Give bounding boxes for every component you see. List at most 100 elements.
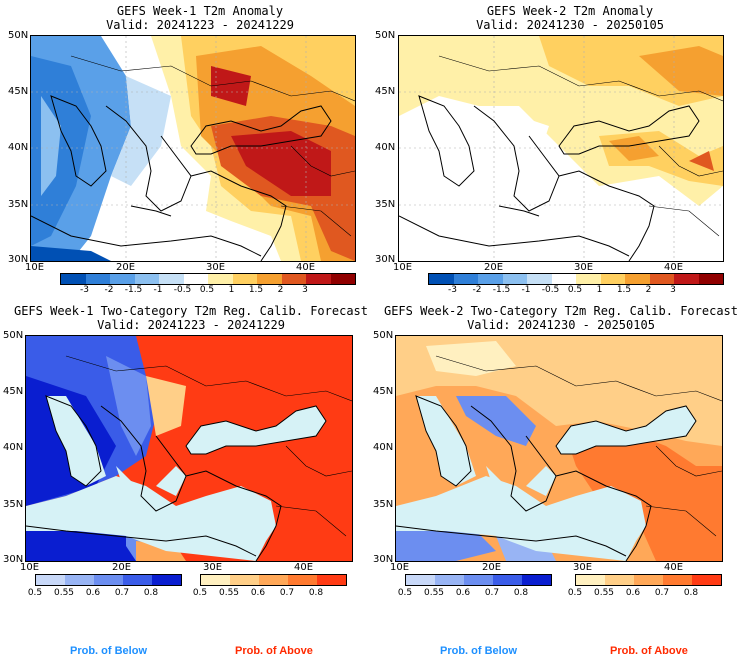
colorbar-swatch [527,274,552,284]
lon-label: 40E [664,262,684,273]
lat-label: 50N [3,330,24,341]
colorbar-tick-label: 1.5 [248,285,264,295]
lat-label: 45N [3,386,24,397]
colorbar-tick-label: 1 [596,285,603,295]
lon-label: 10E [20,562,40,573]
lon-label: 40E [294,562,314,573]
lat-label: 40N [375,142,396,153]
lat-label: 30N [373,554,394,565]
colorbar-swatch [634,575,663,585]
anomaly-colorbar [60,273,356,285]
colorbar-swatch [478,274,503,284]
colorbar-swatch [605,575,634,585]
lon-label: 20E [116,262,136,273]
colorbar-swatch [406,575,435,585]
colorbar-swatch [663,575,692,585]
panel-valid-date: Valid: 20241230 - 20250105 [476,18,664,32]
colorbar-swatch [649,274,674,284]
colorbar-swatch [435,575,464,585]
lat-label: 35N [375,199,396,210]
colorbar-tick-label: 1.5 [616,285,632,295]
panel-week2-anomaly: GEFS Week-2 T2m Anomaly Valid: 20241230 … [370,0,740,300]
lat-label: 35N [3,499,24,510]
colorbar-tick-label: 2 [645,285,652,295]
colorbar-tick-label: 0.6 [250,588,266,598]
colorbar-tick-label: 0.5 [192,588,208,598]
colorbar-swatch [183,274,208,284]
colorbar-tick-label: 0.5 [567,285,583,295]
colorbar-tick-label: -2 [472,285,482,295]
colorbar-tick-label: 0.8 [143,588,159,598]
colorbar-tick-label: 0.55 [218,588,240,598]
panel-week1-anomaly: GEFS Week-1 T2m Anomaly Valid: 20241223 … [0,0,370,300]
colorbar-swatch [493,575,522,585]
colorbar-swatch [502,274,527,284]
panel-title: GEFS Week-1 Two-Category T2m Reg. Calib.… [13,304,368,318]
map-week2-anomaly [398,35,724,262]
colorbar-tick-label: 0.7 [654,588,670,598]
colorbar-swatch [288,575,317,585]
panel-title: GEFS Week-2 Two-Category T2m Reg. Calib.… [383,304,738,318]
panel-week1-probability: GEFS Week-1 Two-Category T2m Reg. Calib.… [0,300,370,662]
lon-label: 10E [393,262,413,273]
lon-label: 10E [390,562,410,573]
map-week1-probability [25,335,353,562]
colorbar-tick-label: 0.6 [455,588,471,598]
lon-label: 30E [206,262,226,273]
colorbar-tick-label: 0.5 [567,588,583,598]
colorbar-swatch [625,274,650,284]
colorbar-swatch [85,274,110,284]
colorbar-swatch [159,274,184,284]
lat-label: 40N [8,142,29,153]
colorbar-swatch [317,575,346,585]
colorbar-swatch [306,274,331,284]
colorbar-swatch [94,575,123,585]
colorbar-tick-label: 1 [228,285,235,295]
colorbar-tick-label: 0.5 [397,588,413,598]
colorbar-swatch [281,274,306,284]
lat-label: 35N [8,199,29,210]
colorbar-swatch [674,274,699,284]
colorbar-swatch [123,575,152,585]
lon-label: 30E [573,562,593,573]
colorbar-swatch [551,274,576,284]
colorbar-tick-label: -1.5 [492,285,511,295]
below-colorbar [405,574,552,586]
lon-label: 10E [25,262,45,273]
prob-below-label: Prob. of Below [440,645,517,657]
colorbar-swatch [134,274,159,284]
lon-label: 40E [296,262,316,273]
lat-label: 50N [373,330,394,341]
above-colorbar [575,574,722,586]
colorbar-tick-label: 0.8 [513,588,529,598]
colorbar-tick-label: -3 [448,285,457,295]
colorbar-tick-label: 0.7 [114,588,130,598]
lat-label: 45N [375,86,396,97]
lat-label: 40N [3,442,24,453]
lat-label: 50N [375,30,396,41]
lon-label: 20E [482,562,502,573]
colorbar-swatch [208,274,233,284]
colorbar-tick-label: 0.8 [308,588,324,598]
map-week2-probability [395,335,723,562]
colorbar-swatch [201,575,230,585]
above-colorbar [200,574,347,586]
colorbar-tick-label: -2 [104,285,114,295]
colorbar-tick-label: 0.5 [27,588,43,598]
lat-label: 35N [373,499,394,510]
prob-above-label: Prob. of Above [610,645,688,657]
colorbar-swatch [692,575,721,585]
colorbar-swatch [330,274,355,284]
colorbar-tick-label: 0.6 [85,588,101,598]
anomaly-colorbar [428,273,724,285]
colorbar-swatch [36,575,65,585]
colorbar-swatch [453,274,478,284]
colorbar-swatch [698,274,723,284]
panel-valid-date: Valid: 20241223 - 20241229 [97,318,285,332]
panel-week2-probability: GEFS Week-2 Two-Category T2m Reg. Calib.… [370,300,740,662]
panel-title: GEFS Week-1 T2m Anomaly [116,4,284,18]
colorbar-tick-label: 0.8 [683,588,699,598]
colorbar-swatch [259,575,288,585]
colorbar-tick-label: -1 [153,285,163,295]
colorbar-tick-label: -1 [521,285,531,295]
